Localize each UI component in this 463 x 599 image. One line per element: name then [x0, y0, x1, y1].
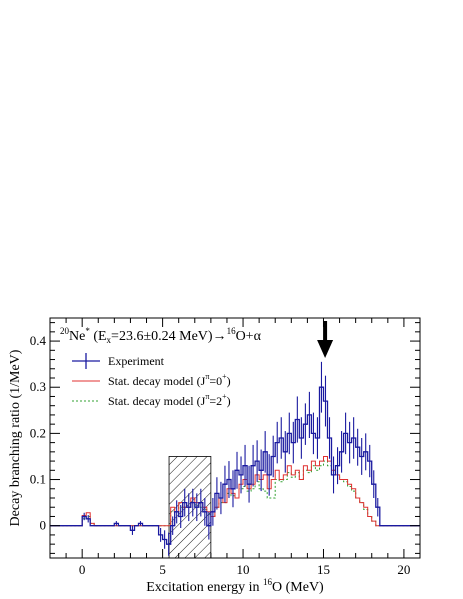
x-axis-label: Excitation energy in 16O (MeV) — [146, 577, 324, 595]
title-star: * — [85, 326, 90, 336]
axis-ticks: 0 5 10 15 20 0 0.1 0.2 0.3 0.4 — [30, 318, 421, 577]
title-mass2: 16 — [227, 326, 237, 336]
series-layer — [50, 361, 420, 556]
legend-label-model-2: Stat. decay model (Jπ=2+) — [108, 392, 231, 408]
title-open: (E — [90, 329, 107, 344]
series-0-line — [50, 386, 420, 545]
y-tick-label: 0.1 — [30, 472, 46, 487]
y-tick-label: 0.4 — [30, 333, 47, 348]
series-1-line — [50, 456, 420, 527]
x-tick-label: 0 — [79, 562, 86, 577]
y-tick-label: 0 — [40, 518, 47, 533]
legend-label-model-0: Stat. decay model (Jπ=0+) — [108, 372, 231, 388]
legend: Experiment Stat. decay model (Jπ=0+) Sta… — [72, 353, 231, 408]
chart-title: 20Ne* (Ex=23.6±0.24 MeV)→16O+α — [60, 326, 262, 345]
y-axis-label: Decay branching ratio (1/MeV) — [8, 349, 23, 526]
plot-frame — [49, 317, 421, 559]
title-energy: =23.6±0.24 MeV)→ — [111, 329, 227, 344]
arrow-head — [317, 340, 334, 358]
x-tick-label: 20 — [397, 562, 410, 577]
legend-label-experiment: Experiment — [108, 354, 165, 368]
peak-arrow — [317, 321, 334, 358]
y-tick-label: 0.2 — [30, 425, 46, 440]
y-tick-label: 0.3 — [30, 379, 46, 394]
x-tick-label: 15 — [317, 562, 330, 577]
title-product: O+α — [236, 329, 262, 344]
title-sub: x — [107, 335, 112, 345]
x-tick-label: 5 — [159, 562, 166, 577]
title-main: Ne — [69, 329, 85, 344]
x-tick-label: 10 — [237, 562, 250, 577]
title-mass: 20 — [60, 326, 70, 336]
